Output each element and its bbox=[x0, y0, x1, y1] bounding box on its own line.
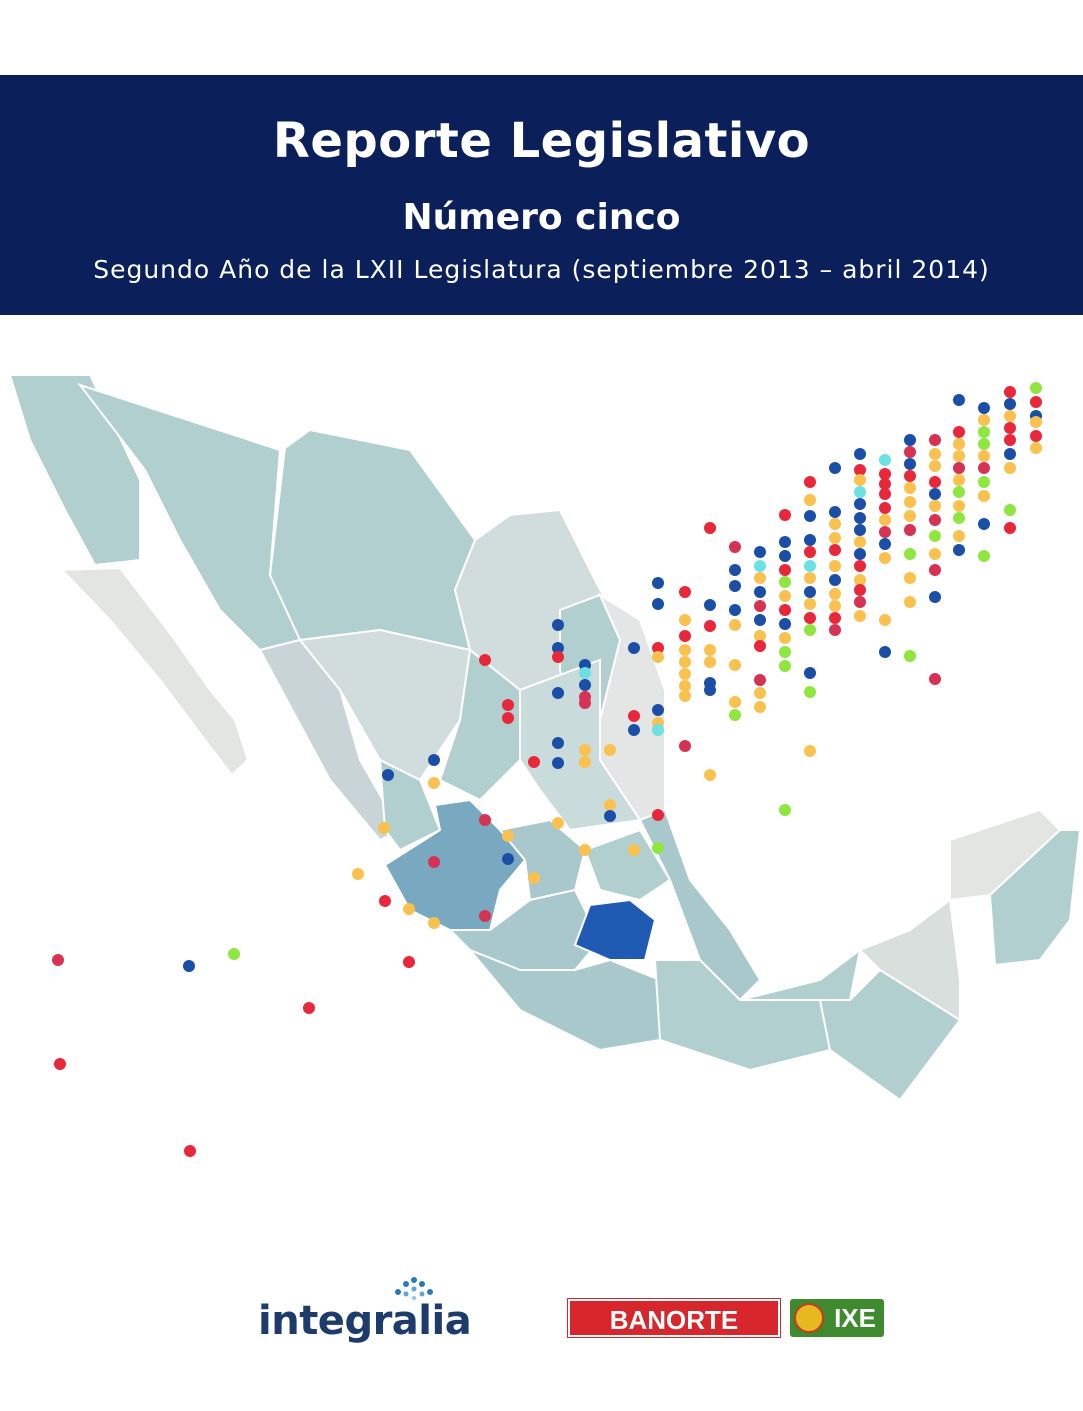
integralia-wordmark: integralia bbox=[258, 1298, 472, 1344]
mexico-map-illustration bbox=[8, 374, 1082, 1157]
quintana-roo bbox=[988, 829, 1082, 967]
ixe-logo: IXE bbox=[790, 1299, 884, 1337]
integralia-logo: integralia bbox=[258, 1274, 508, 1344]
campeche bbox=[858, 898, 961, 1022]
report-period: Segundo Año de la LXII Legislatura (sept… bbox=[93, 255, 990, 284]
ixe-seal-icon bbox=[794, 1303, 824, 1333]
sponsor-logos: integralia BANORTE IXE bbox=[0, 1270, 1083, 1350]
ixe-wordmark: IXE bbox=[834, 1303, 876, 1333]
banorte-logo: BANORTE bbox=[567, 1298, 781, 1338]
hidalgo bbox=[583, 828, 672, 902]
san-luis-potosi bbox=[519, 658, 642, 832]
party-dots-columns bbox=[652, 382, 1042, 721]
chihuahua bbox=[268, 428, 477, 652]
tabasco bbox=[739, 947, 862, 1001]
report-title: Reporte Legislativo bbox=[272, 113, 811, 169]
estado-de-mexico bbox=[573, 898, 657, 961]
veracruz bbox=[638, 808, 762, 1002]
report-number: Número cinco bbox=[402, 197, 681, 238]
party-dots-scatter bbox=[52, 619, 816, 1157]
durango bbox=[298, 628, 472, 782]
baja-california-sur bbox=[59, 566, 250, 777]
cover-banner: Reporte Legislativo Número cinco Segundo… bbox=[0, 75, 1083, 315]
nayarit bbox=[378, 758, 442, 852]
integralia-dots-icon bbox=[395, 1277, 433, 1300]
